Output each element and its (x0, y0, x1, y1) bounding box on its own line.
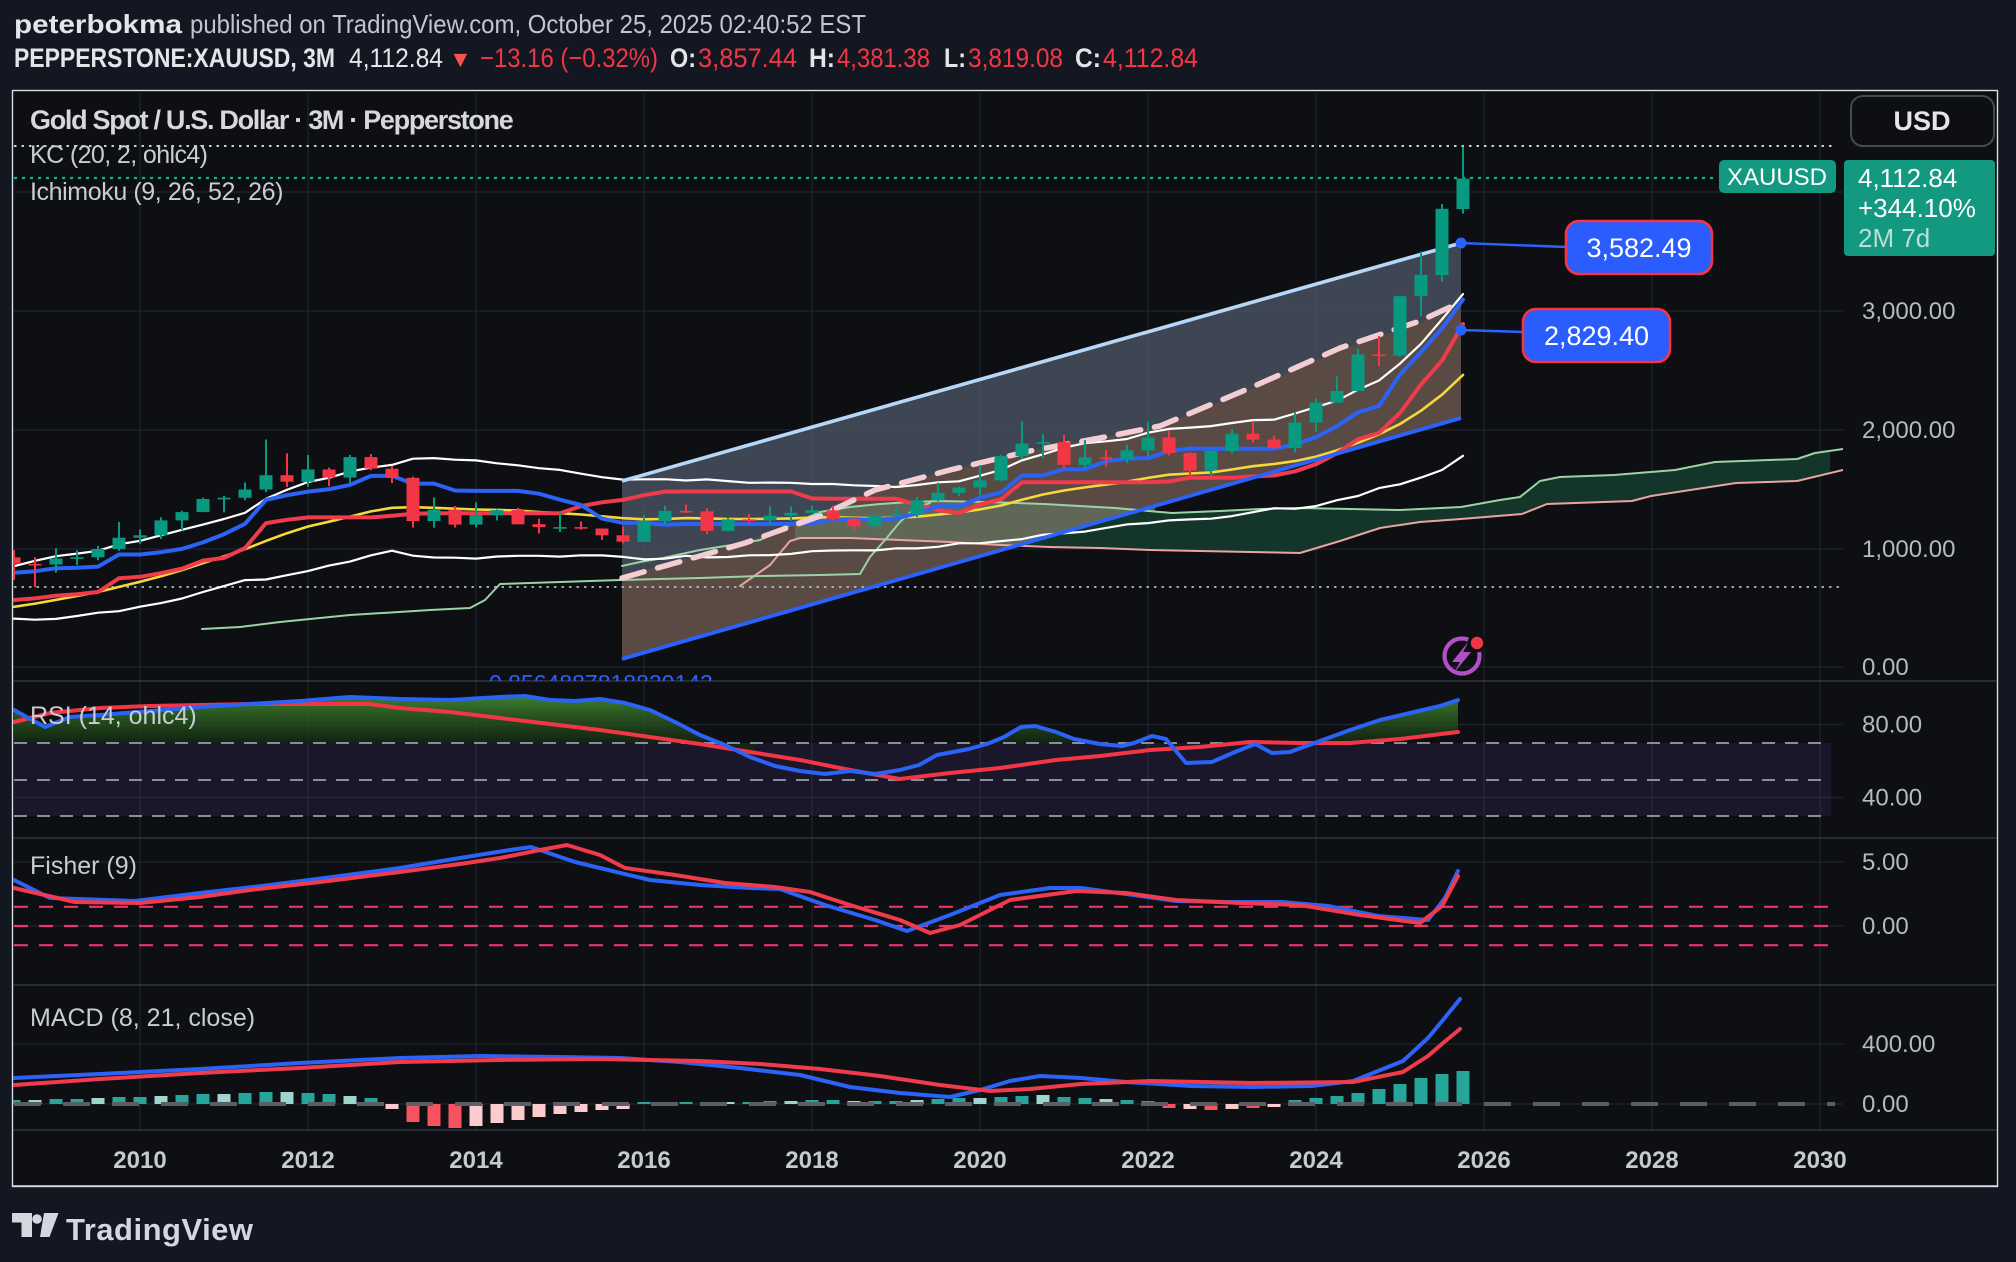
svg-text:TradingView: TradingView (66, 1212, 254, 1247)
svg-text:2024: 2024 (1289, 1147, 1343, 1174)
svg-text:2010: 2010 (113, 1147, 166, 1174)
svg-text:2M 7d: 2M 7d (1858, 223, 1930, 253)
svg-text:RSI (14, ohlc4): RSI (14, ohlc4) (30, 702, 197, 730)
svg-text:2012: 2012 (281, 1147, 334, 1174)
svg-text:USD: USD (1893, 106, 1950, 136)
svg-text:4,112.84: 4,112.84 (1858, 163, 1957, 193)
svg-text:Fisher (9): Fisher (9) (30, 852, 137, 880)
svg-text:2,000.00: 2,000.00 (1862, 417, 1955, 444)
svg-text:0.8564887818820143: 0.8564887818820143 (489, 670, 713, 696)
svg-text:2030: 2030 (1793, 1147, 1846, 1174)
svg-text:XAUUSD: XAUUSD (1727, 164, 1827, 191)
svg-text:+344.10%: +344.10% (1858, 193, 1976, 223)
svg-text:Gold Spot / U.S. Dollar · 3M ·: Gold Spot / U.S. Dollar · 3M · Peppersto… (30, 105, 514, 135)
svg-text:2016: 2016 (617, 1147, 670, 1174)
svg-text:80.00: 80.00 (1862, 712, 1922, 739)
svg-text:2022: 2022 (1121, 1147, 1174, 1174)
svg-text:1,000.00: 1,000.00 (1862, 536, 1955, 563)
svg-text:PEPPERSTONE:XAUUSD, 3M4,112.84: PEPPERSTONE:XAUUSD, 3M 4,112.84 ▼ −13.16 (−… (14, 43, 1198, 73)
svg-text:2026: 2026 (1457, 1147, 1510, 1174)
svg-text:400.00: 400.00 (1862, 1031, 1935, 1058)
svg-text:2028: 2028 (1625, 1147, 1678, 1174)
svg-text:0.00: 0.00 (1862, 913, 1909, 940)
svg-text:3,000.00: 3,000.00 (1862, 298, 1955, 325)
svg-text:40.00: 40.00 (1862, 785, 1922, 812)
svg-text:0.00: 0.00 (1862, 654, 1909, 681)
svg-text:KC (20, 2, ohlc4): KC (20, 2, ohlc4) (30, 141, 207, 169)
svg-text:2018: 2018 (785, 1147, 838, 1174)
svg-text:5.00: 5.00 (1862, 849, 1909, 876)
svg-text:2014: 2014 (449, 1147, 503, 1174)
svg-text:0.00: 0.00 (1862, 1091, 1909, 1118)
svg-text:MACD (8, 21, close): MACD (8, 21, close) (30, 1004, 255, 1032)
svg-text:2,829.40: 2,829.40 (1544, 321, 1649, 351)
svg-text:Ichimoku (9, 26, 52, 26): Ichimoku (9, 26, 52, 26) (30, 178, 283, 206)
svg-text:3,582.49: 3,582.49 (1586, 233, 1691, 263)
svg-text:2020: 2020 (953, 1147, 1006, 1174)
